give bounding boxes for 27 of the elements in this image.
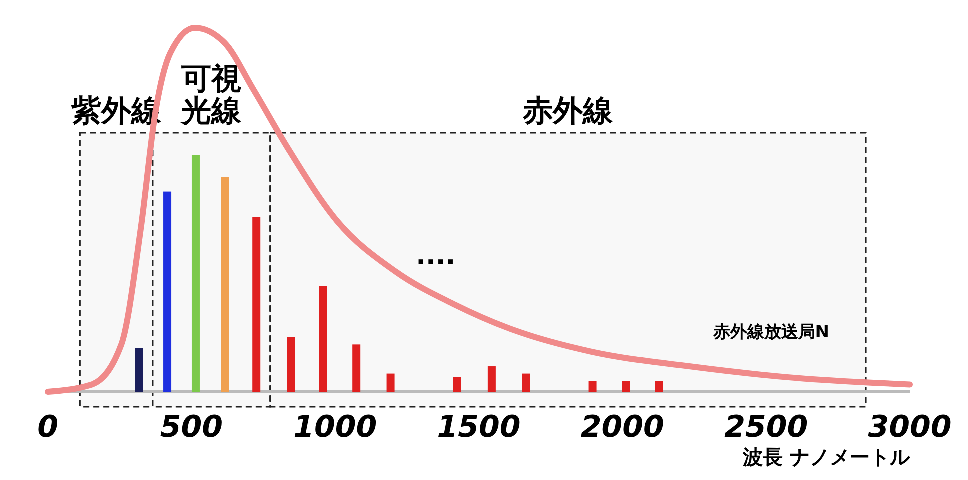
bar <box>135 348 144 392</box>
bar <box>287 337 296 392</box>
x-tick-label: 0 <box>38 410 58 445</box>
bar <box>192 155 200 392</box>
bar <box>164 192 172 392</box>
annotation: 赤外線放送局N <box>712 322 830 342</box>
bar <box>488 366 496 392</box>
annotation: .... <box>416 242 456 272</box>
x-tick-label: 500 <box>160 410 223 445</box>
bar <box>221 177 230 392</box>
x-tick-label: 2000 <box>580 410 664 445</box>
bar <box>588 381 597 392</box>
bar <box>655 381 664 392</box>
x-tick-label: 1500 <box>437 410 521 445</box>
x-tick-label: 2500 <box>724 410 808 445</box>
band-label: 赤外線 <box>522 94 614 129</box>
bar <box>453 377 462 392</box>
bar <box>622 381 630 392</box>
band-label: 可視光線 <box>180 62 243 129</box>
x-tick-label: 1000 <box>294 410 378 445</box>
bar <box>352 344 361 392</box>
bar <box>252 217 261 392</box>
x-axis-title: 波長 ナノメートル <box>742 445 911 469</box>
bar <box>386 374 395 392</box>
bar <box>522 374 530 392</box>
x-tick-label: 3000 <box>868 410 952 445</box>
bar <box>319 286 328 392</box>
